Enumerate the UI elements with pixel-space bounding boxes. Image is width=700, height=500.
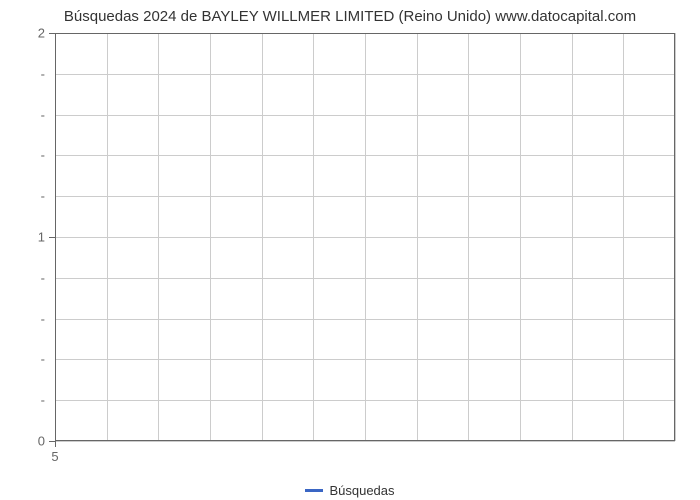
y-minor-tick-label: - [41,311,45,326]
gridline-horizontal [55,278,675,279]
y-tick-label: 2 [38,26,45,41]
y-tick [49,33,55,34]
legend-swatch [305,489,323,492]
axis-border [55,33,56,441]
axis-border [55,440,675,441]
y-tick [49,237,55,238]
gridline-vertical [675,33,676,441]
y-minor-tick-label: - [41,393,45,408]
gridline-horizontal [55,319,675,320]
gridline-horizontal [55,155,675,156]
gridline-horizontal [55,196,675,197]
gridline-horizontal [55,74,675,75]
gridline-horizontal [55,237,675,238]
legend-label: Búsquedas [329,483,394,498]
y-minor-tick-label: - [41,66,45,81]
plot-area: 012--------5 [55,33,675,441]
x-tick-label: 5 [51,449,58,464]
y-minor-tick-label: - [41,352,45,367]
y-minor-tick-label: - [41,189,45,204]
gridline-horizontal [55,441,675,442]
gridline-horizontal [55,115,675,116]
y-minor-tick-label: - [41,148,45,163]
y-minor-tick-label: - [41,107,45,122]
gridline-horizontal [55,400,675,401]
y-tick-label: 0 [38,434,45,449]
chart-title: Búsquedas 2024 de BAYLEY WILLMER LIMITED… [0,8,700,25]
y-tick-label: 1 [38,230,45,245]
x-tick [55,441,56,447]
legend: Búsquedas [0,482,700,498]
axis-border [674,33,675,441]
axis-border [55,33,675,34]
y-minor-tick-label: - [41,270,45,285]
gridline-horizontal [55,359,675,360]
